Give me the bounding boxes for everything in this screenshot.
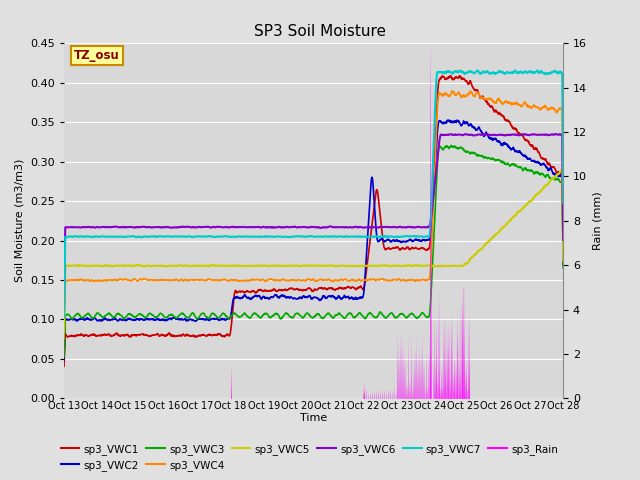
Line: sp3_VWC6: sp3_VWC6 xyxy=(64,134,563,312)
sp3_VWC5 xyxy=(545,180,552,186)
sp3_VWC5 xyxy=(303,263,310,268)
Y-axis label: Rain (mm): Rain (mm) xyxy=(593,192,603,250)
sp3_VWC3 xyxy=(545,173,552,179)
sp3_VWC1 xyxy=(545,160,552,166)
Line: sp3_VWC4: sp3_VWC4 xyxy=(64,91,563,339)
sp3_VWC4 xyxy=(559,223,567,229)
Line: sp3_VWC2: sp3_VWC2 xyxy=(64,120,563,360)
sp3_VWC3 xyxy=(60,354,68,360)
Legend: sp3_VWC1, sp3_VWC2, sp3_VWC3, sp3_VWC4, sp3_VWC5, sp3_VWC6, sp3_VWC7, sp3_Rain: sp3_VWC1, sp3_VWC2, sp3_VWC3, sp3_VWC4, … xyxy=(56,439,563,475)
sp3_VWC5 xyxy=(290,263,298,268)
sp3_VWC1 xyxy=(60,363,68,369)
Text: TZ_osu: TZ_osu xyxy=(74,49,120,62)
sp3_VWC6 xyxy=(552,131,560,137)
Line: sp3_VWC3: sp3_VWC3 xyxy=(64,145,563,357)
sp3_VWC3 xyxy=(290,314,298,320)
X-axis label: Time: Time xyxy=(300,413,327,422)
sp3_VWC1 xyxy=(559,262,567,268)
sp3_VWC2 xyxy=(86,317,93,323)
sp3_VWC7 xyxy=(545,71,552,77)
sp3_VWC6 xyxy=(303,224,310,230)
Text: SP3 Soil Moisture: SP3 Soil Moisture xyxy=(254,24,386,39)
sp3_VWC2 xyxy=(303,295,310,300)
sp3_VWC1 xyxy=(290,286,298,292)
Line: sp3_VWC1: sp3_VWC1 xyxy=(64,76,563,366)
sp3_VWC3 xyxy=(447,143,455,148)
sp3_VWC2 xyxy=(290,296,298,301)
sp3_VWC5 xyxy=(453,263,461,269)
sp3_VWC5 xyxy=(86,263,93,269)
sp3_VWC4 xyxy=(448,88,456,94)
sp3_VWC6 xyxy=(545,132,552,138)
sp3_VWC3 xyxy=(545,174,553,180)
sp3_VWC4 xyxy=(545,107,553,113)
Line: sp3_VWC5: sp3_VWC5 xyxy=(64,170,563,332)
sp3_VWC6 xyxy=(290,224,298,230)
Line: sp3_VWC7: sp3_VWC7 xyxy=(64,71,563,318)
sp3_VWC6 xyxy=(545,132,552,138)
sp3_VWC1 xyxy=(86,333,93,338)
sp3_VWC3 xyxy=(454,145,461,151)
sp3_VWC5 xyxy=(545,180,552,186)
sp3_VWC3 xyxy=(86,312,93,317)
sp3_VWC4 xyxy=(86,278,93,284)
sp3_VWC7 xyxy=(60,315,68,321)
sp3_VWC7 xyxy=(290,234,298,240)
sp3_VWC6 xyxy=(86,224,93,230)
sp3_VWC5 xyxy=(559,258,567,264)
Y-axis label: Soil Moisture (m3/m3): Soil Moisture (m3/m3) xyxy=(15,159,25,283)
sp3_VWC7 xyxy=(453,69,461,74)
sp3_VWC2 xyxy=(60,357,68,362)
sp3_VWC7 xyxy=(545,71,553,76)
sp3_VWC5 xyxy=(60,329,68,335)
sp3_VWC1 xyxy=(303,287,310,292)
sp3_VWC6 xyxy=(453,132,461,138)
sp3_VWC1 xyxy=(454,75,461,81)
sp3_VWC3 xyxy=(559,265,567,271)
sp3_VWC2 xyxy=(454,117,461,123)
sp3_VWC2 xyxy=(545,167,552,173)
sp3_VWC7 xyxy=(559,201,567,206)
sp3_VWC5 xyxy=(558,167,566,173)
sp3_VWC2 xyxy=(559,262,567,268)
sp3_VWC1 xyxy=(439,73,447,79)
sp3_VWC4 xyxy=(454,91,461,96)
sp3_VWC4 xyxy=(545,107,552,113)
sp3_VWC7 xyxy=(303,233,310,239)
sp3_VWC6 xyxy=(60,310,68,315)
sp3_VWC4 xyxy=(60,336,68,342)
sp3_VWC1 xyxy=(545,160,553,166)
sp3_VWC4 xyxy=(290,277,298,283)
sp3_VWC2 xyxy=(445,117,452,123)
sp3_VWC6 xyxy=(559,237,567,243)
sp3_VWC7 xyxy=(86,234,93,240)
sp3_VWC7 xyxy=(511,68,518,73)
sp3_VWC4 xyxy=(303,277,310,283)
sp3_VWC3 xyxy=(303,311,310,316)
sp3_VWC2 xyxy=(545,168,553,173)
